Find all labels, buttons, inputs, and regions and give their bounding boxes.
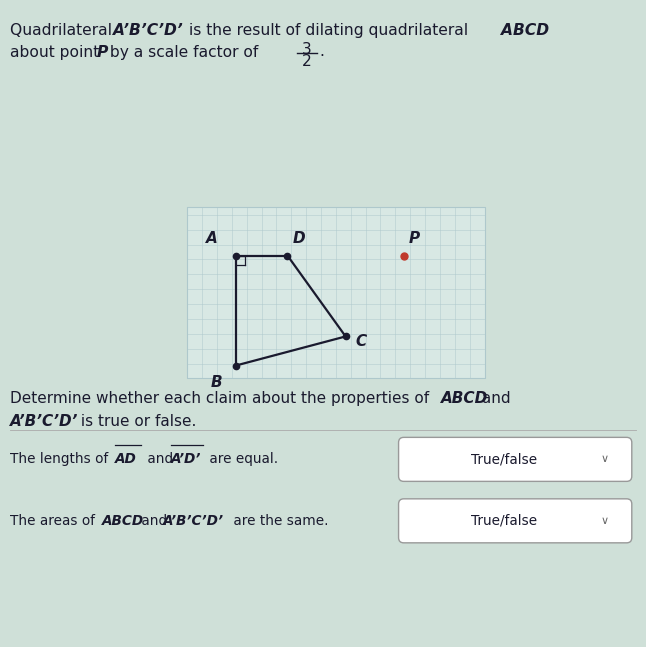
Text: D: D <box>292 231 305 246</box>
Text: and: and <box>143 452 178 466</box>
Text: is true or false.: is true or false. <box>76 414 196 429</box>
Text: is the result of dilating quadrilateral: is the result of dilating quadrilateral <box>184 23 473 38</box>
Text: Determine whether each claim about the properties of: Determine whether each claim about the p… <box>10 391 433 406</box>
Text: A: A <box>205 231 218 246</box>
Text: are equal.: are equal. <box>205 452 278 466</box>
Text: A’B’C’D’: A’B’C’D’ <box>163 514 224 528</box>
Text: ∨: ∨ <box>600 516 609 526</box>
Text: by a scale factor of: by a scale factor of <box>105 45 264 60</box>
Text: True/false: True/false <box>471 514 537 528</box>
Text: ABCD: ABCD <box>501 23 548 38</box>
Text: .: . <box>320 43 325 59</box>
Text: A’D’: A’D’ <box>171 452 202 466</box>
Text: are the same.: are the same. <box>229 514 329 528</box>
Text: A’B’C’D’: A’B’C’D’ <box>10 414 78 429</box>
Text: ABCD: ABCD <box>441 391 488 406</box>
Text: AD: AD <box>115 452 137 466</box>
Text: Quadrilateral: Quadrilateral <box>10 23 116 38</box>
Text: The areas of: The areas of <box>10 514 99 528</box>
Text: ABCD: ABCD <box>102 514 144 528</box>
Text: and: and <box>137 514 171 528</box>
Bar <box>187 207 484 378</box>
Text: 3: 3 <box>302 42 312 57</box>
Text: The lengths of: The lengths of <box>10 452 112 466</box>
Text: True/false: True/false <box>471 452 537 466</box>
Text: P: P <box>408 231 420 246</box>
FancyBboxPatch shape <box>399 437 632 481</box>
Text: ∨: ∨ <box>600 454 609 465</box>
Text: 2: 2 <box>302 54 312 69</box>
FancyBboxPatch shape <box>399 499 632 543</box>
Text: and: and <box>477 391 510 406</box>
Text: C: C <box>355 334 366 349</box>
Text: P: P <box>96 45 108 60</box>
Text: A’B’C’D’: A’B’C’D’ <box>113 23 183 38</box>
Text: about point: about point <box>10 45 104 60</box>
Text: B: B <box>211 375 222 390</box>
